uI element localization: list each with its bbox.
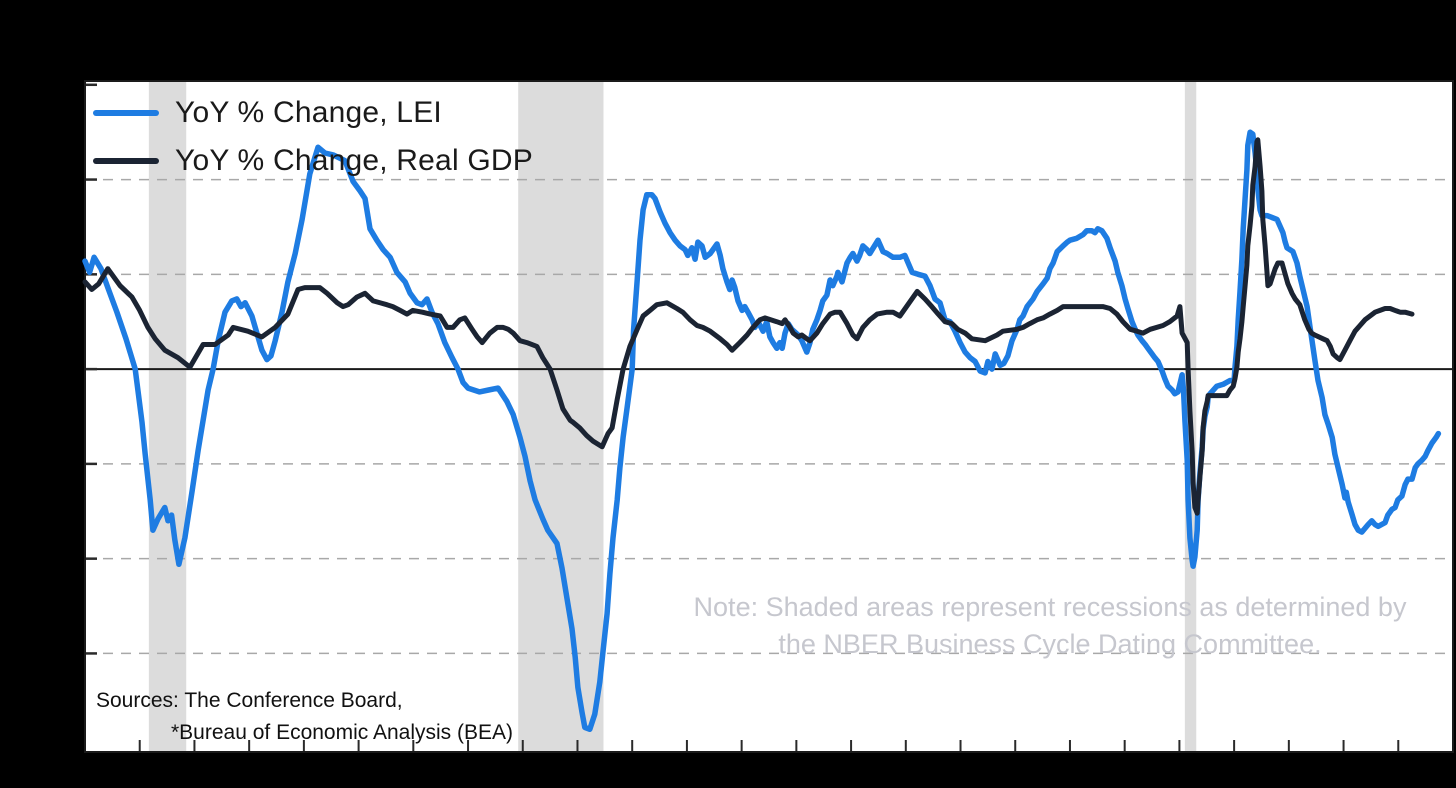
legend-label-lei: YoY % Change, LEI [175,95,442,129]
legend-item-lei: YoY % Change, LEI [93,93,533,132]
gdp-line [82,137,1415,516]
sources-note: Sources: The Conference Board, *Bureau o… [96,685,513,749]
recession-note-line1: Note: Shaded areas represent recessions … [693,592,1407,622]
sources-line2: *Bureau of Economic Analysis (BEA) [171,721,513,744]
legend-item-gdp: YoY % Change, Real GDP [93,141,533,180]
plot-border [84,80,1454,753]
plot-area [85,81,1453,752]
gdp-line-swatch [93,157,159,164]
legend-label-gdp: YoY % Change, Real GDP [175,143,533,177]
chart-legend: YoY % Change, LEI YoY % Change, Real GDP [93,93,533,180]
sources-line1: Sources: The Conference Board, [96,689,403,712]
recession-band [148,81,187,752]
recession-band [518,81,604,752]
recession-note-line2: the NBER Business Cycle Dating Committee… [778,629,1322,659]
recession-note: Note: Shaded areas represent recessions … [660,589,1440,663]
lei-line-swatch [93,109,159,116]
